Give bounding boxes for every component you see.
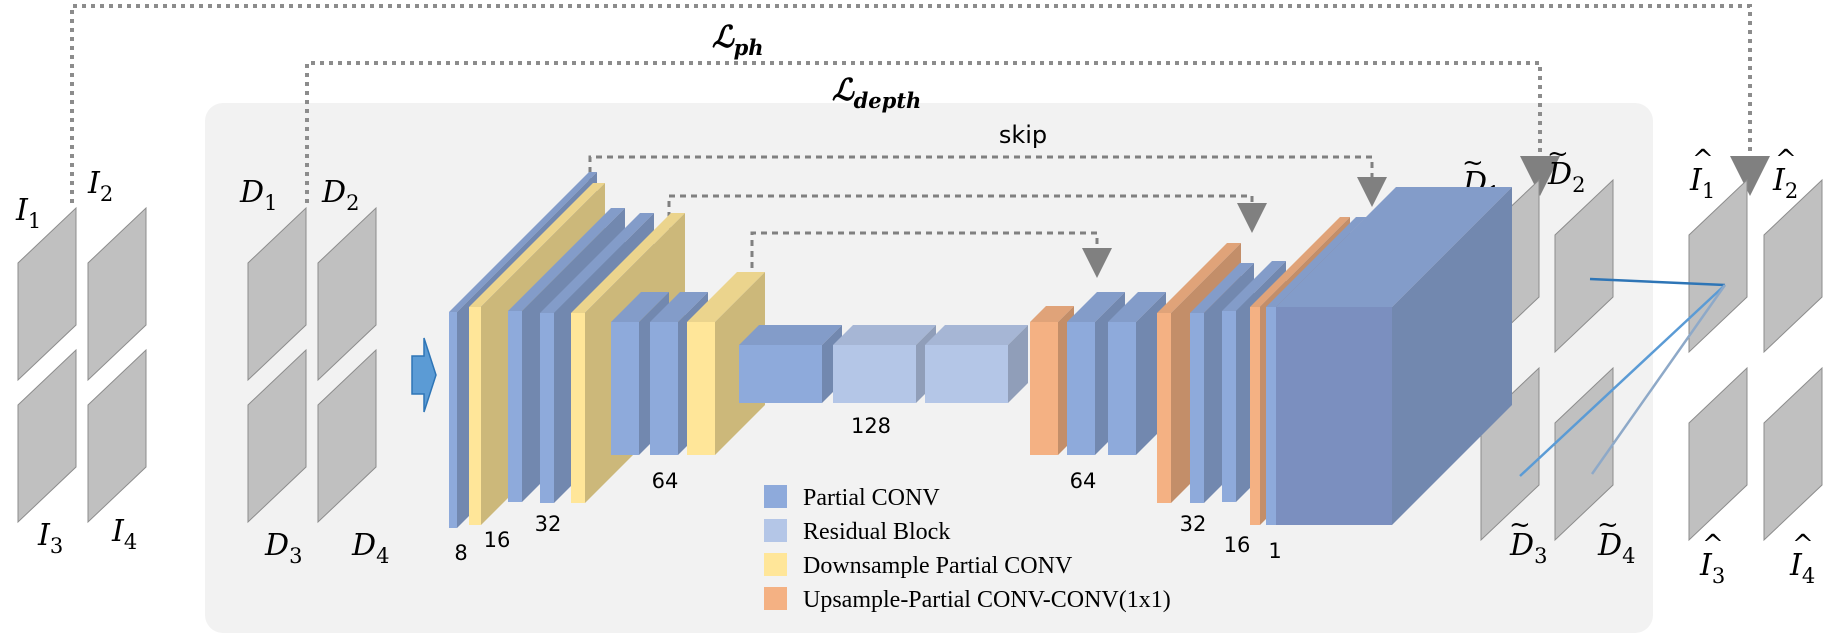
legend-label-partial-conv: Partial CONV [803, 485, 940, 511]
channel-labels: 8 16 32 64 128 64 32 16 1 [454, 414, 1281, 565]
input-depth-plane-2 [317, 206, 377, 382]
output-depth-label-tilde-3: ~ [1509, 510, 1531, 540]
input-depth-label-1: D1 [239, 175, 277, 215]
skip-connections [588, 155, 1387, 278]
output-depth-label-2: D2 [1547, 157, 1585, 197]
input-image-labels: I1 I2 I3 I4 [15, 166, 137, 558]
skip-label: skip [999, 121, 1047, 149]
output-image-label-1: I1 [1689, 163, 1715, 203]
residual-block-1 [833, 325, 936, 403]
warp-lines [1519, 277, 1727, 477]
input-depth-label-4: D4 [351, 528, 389, 568]
input-image-plane-2 [87, 206, 147, 382]
output-depth-label-tilde-1: ~ [1462, 148, 1484, 178]
output-image-plane-4 [1763, 366, 1823, 542]
input-depths-group [247, 206, 377, 524]
legend-swatch-downsample [764, 553, 787, 576]
channel-label-64: 64 [652, 469, 679, 493]
input-image-label-4: I4 [111, 514, 137, 554]
channel-label-16: 16 [484, 528, 511, 552]
dec-upsample-1 [1030, 306, 1074, 455]
input-image-plane-3 [17, 348, 77, 524]
output-image-label-4: I4 [1789, 548, 1815, 588]
output-image-label-hat-3: ^ [1702, 530, 1724, 560]
output-depth-label-3: D3 [1509, 528, 1547, 568]
input-image-plane-4 [87, 348, 147, 524]
network-layers [449, 172, 1512, 528]
legend-label-upsample: Upsample-Partial CONV-CONV(1x1) [803, 587, 1171, 613]
input-image-plane-1 [17, 206, 77, 382]
input-depth-plane-3 [247, 348, 307, 524]
input-depth-plane-4 [317, 348, 377, 524]
channel-label-32-up: 32 [1180, 512, 1207, 536]
output-image-labels: I1^I2^I3^I4^ [1689, 145, 1815, 588]
output-depth-plane-4 [1554, 366, 1614, 542]
output-depth-plane-2 [1554, 178, 1614, 354]
input-arrow-icon [411, 337, 437, 413]
output-depth-label-4: D4 [1597, 528, 1635, 568]
output-image-label-2: I2 [1772, 163, 1798, 203]
channel-label-128: 128 [851, 414, 891, 438]
input-image-label-1: I1 [15, 193, 41, 233]
legend-swatch-residual-block [764, 519, 787, 542]
input-images-group [17, 206, 147, 524]
input-image-label-3: I3 [37, 518, 63, 558]
output-image-plane-2 [1763, 178, 1823, 354]
channel-label-1: 1 [1268, 539, 1281, 563]
channel-label-32: 32 [535, 512, 562, 536]
legend: Partial CONV Residual Block Downsample P… [764, 485, 1171, 613]
output-image-label-hat-1: ^ [1692, 145, 1714, 175]
output-image-plane-3 [1688, 366, 1748, 542]
input-image-label-2: I2 [87, 166, 113, 206]
output-image-label-hat-4: ^ [1792, 530, 1814, 560]
legend-swatch-partial-conv [764, 485, 787, 508]
output-image-label-3: I3 [1699, 548, 1725, 588]
input-depth-label-2: D2 [321, 175, 359, 215]
output-conv [1276, 187, 1512, 525]
output-depth-label-tilde-2: ~ [1547, 139, 1569, 169]
channel-label-64-up: 64 [1070, 469, 1097, 493]
input-depth-plane-1 [247, 206, 307, 382]
input-depth-labels: D1 D2 D3 D4 [239, 175, 389, 568]
legend-swatch-upsample [764, 587, 787, 610]
residual-block-2 [925, 325, 1028, 403]
legend-label-downsample: Downsample Partial CONV [803, 553, 1073, 579]
output-images-group [1688, 178, 1823, 542]
loss-depth-connector [305, 61, 1560, 203]
legend-label-residual-block: Residual Block [803, 519, 950, 545]
output-depth-label-tilde-4: ~ [1597, 510, 1619, 540]
loss-ph-connector [70, 4, 1770, 203]
output-image-label-hat-2: ^ [1775, 145, 1797, 175]
channel-label-16-up: 16 [1224, 533, 1251, 557]
loss-depth-label: ℒdepth [832, 73, 921, 113]
loss-ph-label: ℒph [712, 20, 764, 60]
channel-label-8: 8 [454, 541, 467, 565]
bottleneck-partial-conv [739, 325, 842, 403]
output-image-plane-1 [1688, 178, 1748, 354]
input-depth-label-3: D3 [264, 528, 302, 568]
